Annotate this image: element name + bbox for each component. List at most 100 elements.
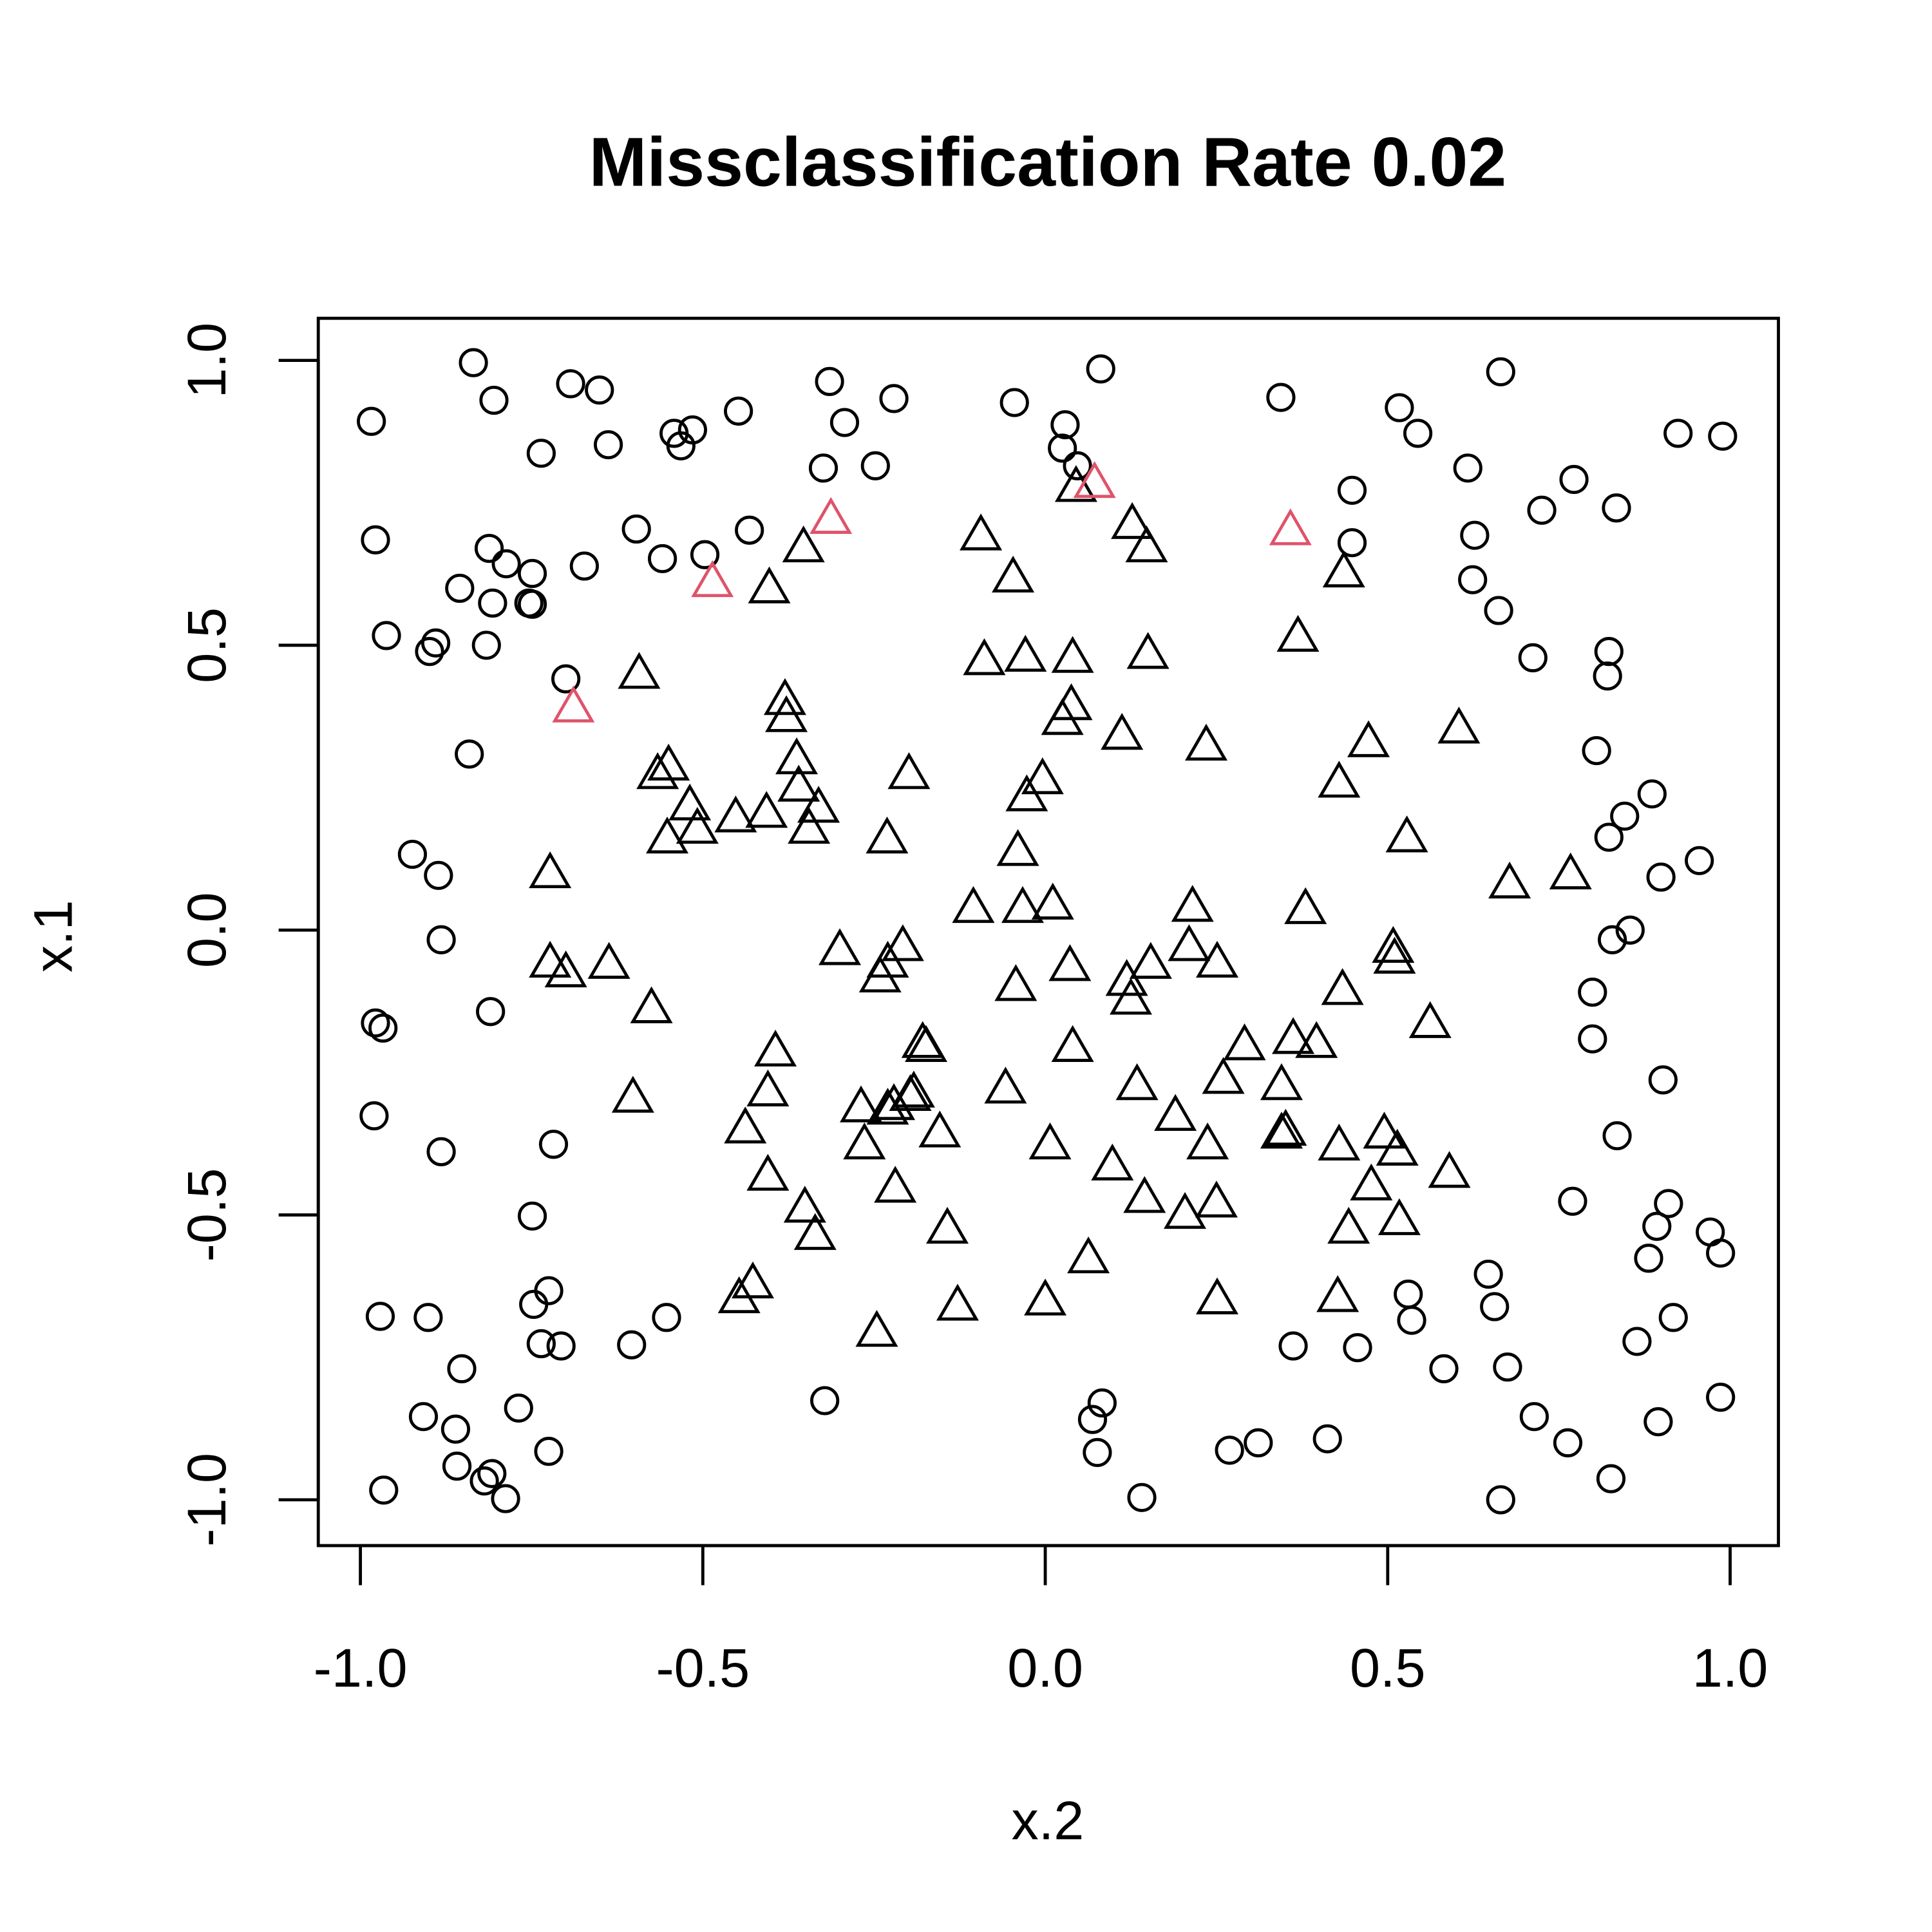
point-triangle [782, 525, 825, 563]
point-circle [1559, 464, 1589, 495]
point-circle [1519, 1402, 1549, 1432]
point-triangle [1202, 1057, 1245, 1094]
point-circle [1622, 1327, 1652, 1356]
point-circle [519, 1289, 549, 1320]
point-triangle [1054, 465, 1097, 502]
point-circle [1602, 1121, 1632, 1151]
point-circle [445, 573, 475, 603]
point-triangle [1154, 1094, 1197, 1132]
point-triangle [1363, 1112, 1406, 1149]
point-triangle [1321, 968, 1364, 1005]
point-circle [1527, 495, 1557, 525]
y-tick-label: -1.0 [176, 1453, 237, 1547]
point-triangle [1223, 1023, 1266, 1061]
point-circle [1127, 1482, 1157, 1512]
point-circle [1610, 801, 1640, 831]
point-triangle [1067, 1236, 1110, 1274]
point-triangle [636, 752, 679, 790]
point-triangle [963, 638, 1006, 676]
x-tick-label: -1.0 [314, 1637, 408, 1698]
series-misclassified-triangle [552, 460, 1312, 723]
point-circle [1063, 451, 1092, 480]
point-triangle [1111, 502, 1154, 539]
point-triangle [866, 816, 909, 854]
point-triangle [1376, 1128, 1419, 1166]
point-triangle [746, 1069, 790, 1106]
point-circle [517, 558, 547, 589]
point-circle [421, 628, 451, 658]
point-circle [1453, 453, 1482, 483]
point-triangle [1373, 936, 1416, 974]
point-triangle [881, 924, 924, 961]
point-circle [491, 1484, 520, 1513]
point-triangle [1164, 1191, 1207, 1229]
point-triangle [763, 678, 806, 715]
point-triangle [1041, 697, 1084, 735]
point-circle [1473, 1259, 1503, 1289]
point-triangle [1195, 1277, 1239, 1314]
point-circle [413, 1303, 443, 1332]
point-circle [1685, 846, 1714, 875]
point-circle [538, 1130, 569, 1159]
point-triangle [1115, 1063, 1159, 1101]
point-triangle [1260, 1112, 1303, 1149]
point-circle [724, 396, 753, 426]
point-circle [690, 540, 720, 569]
series-class-circle [357, 348, 1738, 1515]
point-triangle [668, 783, 712, 820]
point-triangle [819, 928, 862, 965]
point-circle [504, 1393, 533, 1423]
point-circle [648, 544, 677, 574]
point-triangle [1322, 550, 1365, 588]
point-circle [1486, 1485, 1515, 1515]
point-circle [1558, 1186, 1587, 1216]
point-triangle [918, 1110, 961, 1148]
point-circle [369, 1475, 399, 1505]
point-triangle [1488, 861, 1531, 899]
point-circle [860, 451, 890, 480]
point-triangle [994, 964, 1037, 1001]
point-circle [677, 415, 707, 445]
point-triangle [1186, 1122, 1229, 1160]
point-triangle [1284, 887, 1327, 924]
point-triangle [746, 1153, 790, 1191]
point-circle [879, 384, 909, 413]
point-circle [1598, 925, 1627, 954]
point-circle [1337, 475, 1367, 505]
point-circle [442, 1452, 472, 1481]
chart-title: Missclassification Rate 0.02 [589, 123, 1507, 200]
point-triangle [1318, 1123, 1361, 1161]
point-circle [478, 588, 507, 618]
point-triangle [1295, 1021, 1338, 1058]
point-circle [569, 551, 599, 581]
point-circle [1048, 433, 1077, 463]
point-triangle [783, 1186, 826, 1223]
point-circle [1553, 1428, 1583, 1457]
point-triangle [1264, 1108, 1307, 1146]
y-axis: -1.0 -0.5 0.0 0.5 1.0 [176, 323, 320, 1547]
point-triangle [1001, 886, 1044, 923]
point-circle [1397, 1305, 1426, 1335]
point-circle [1266, 383, 1296, 412]
point-circle [459, 348, 488, 377]
point-triangle [611, 1075, 654, 1113]
point-triangle [1021, 757, 1064, 795]
y-tick-label: 0.0 [176, 892, 237, 968]
point-circle [735, 515, 764, 545]
point-triangle [587, 942, 630, 979]
point-circle [1484, 596, 1513, 625]
point-circle [1518, 643, 1548, 672]
x-axis: -1.0 -0.5 0.0 0.5 1.0 [314, 1544, 1768, 1698]
point-circle [359, 1101, 389, 1131]
point-circle [526, 1329, 556, 1359]
x-tick-label: 1.0 [1692, 1637, 1768, 1698]
point-triangle [1051, 636, 1094, 673]
point-triangle [1129, 942, 1172, 979]
point-triangle [646, 816, 689, 854]
point-triangle [1028, 1122, 1072, 1160]
point-circle [551, 664, 581, 694]
point-circle [1278, 1331, 1308, 1361]
point-circle [476, 997, 506, 1027]
point-circle [1642, 1211, 1672, 1241]
